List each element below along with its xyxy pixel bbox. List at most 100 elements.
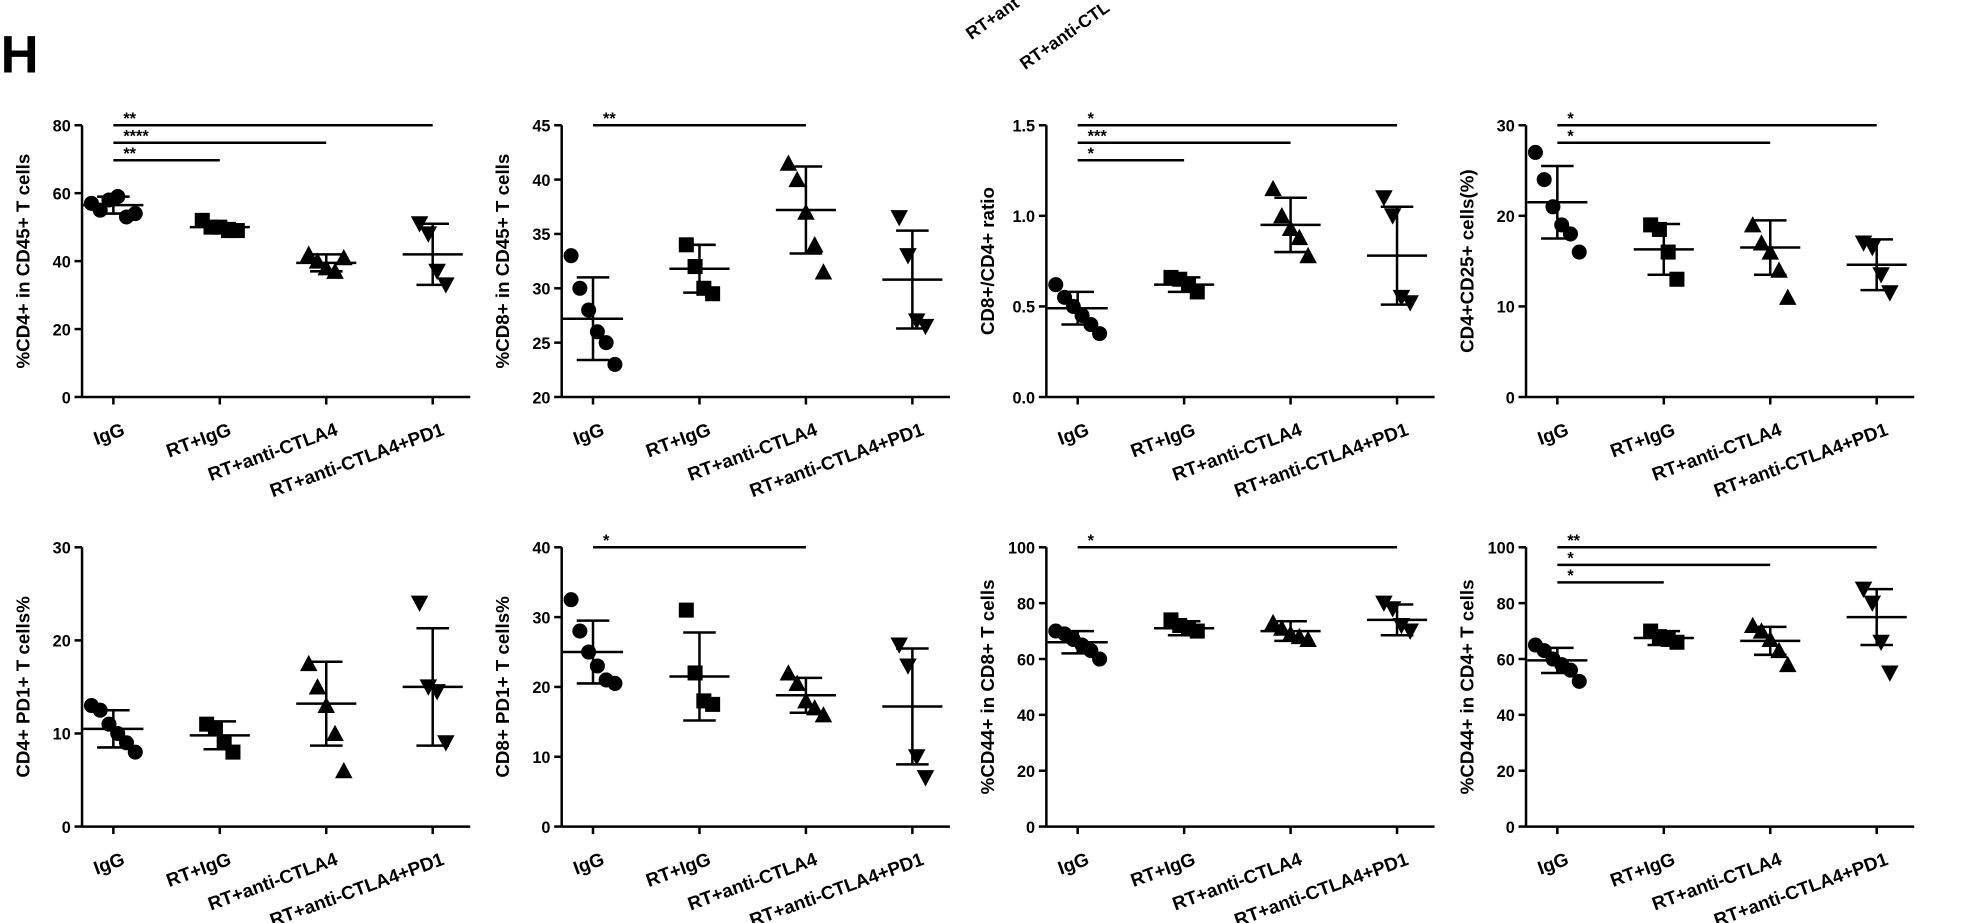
sd-bar — [1541, 646, 1574, 675]
x-tick-label: RT+IgG — [1128, 848, 1198, 891]
y-tick-label: 20 — [532, 679, 550, 697]
y-tick-label: 0 — [62, 389, 71, 407]
point — [127, 744, 143, 760]
x-tick-label: IgG — [1535, 419, 1572, 449]
y-tick-label: 20 — [53, 633, 71, 651]
point — [788, 170, 806, 188]
y-tick-label: 1.5 — [1012, 117, 1035, 135]
point — [127, 206, 143, 222]
sd-bar — [1274, 196, 1307, 254]
point — [1881, 665, 1899, 682]
point — [1273, 207, 1291, 224]
y-tick-label: 0 — [541, 819, 550, 837]
y-tick-label: 45 — [532, 117, 550, 135]
y-tick-label: 60 — [1017, 651, 1035, 669]
y-tick-label: 80 — [1017, 595, 1035, 613]
fragment: RT+ant — [962, 0, 1023, 43]
point — [1779, 655, 1797, 673]
sd-bar — [203, 221, 237, 233]
sd-bar — [683, 631, 716, 722]
x-tick-label: RT+anti-CTLA4+PD1 — [267, 419, 447, 501]
point — [299, 245, 318, 262]
point — [916, 770, 935, 787]
point — [308, 678, 327, 695]
sd-bar — [576, 619, 610, 685]
x-tick-label: RT+anti-CTLA4+PD1 — [1711, 848, 1891, 923]
x-tick-label: RT+IgG — [1128, 419, 1198, 462]
x-tick-label: RT+IgG — [1607, 419, 1677, 462]
significance-label: * — [1088, 145, 1095, 163]
point — [563, 248, 579, 264]
sd-bar — [97, 708, 130, 749]
y-tick-label: 0 — [62, 819, 71, 837]
point — [779, 664, 798, 681]
sd-bar — [203, 720, 237, 751]
point — [410, 595, 429, 612]
point — [1752, 622, 1771, 639]
y-tick-label: 20 — [53, 321, 71, 339]
point — [299, 654, 318, 672]
x-tick-label: IgG — [1535, 848, 1572, 878]
significance-label: * — [1567, 567, 1574, 585]
y-tick-label: 30 — [53, 540, 71, 558]
panel-label: H — [1, 26, 39, 85]
point — [890, 637, 908, 654]
y-tick-label: 40 — [532, 172, 550, 190]
y-tick-label: 30 — [532, 609, 550, 627]
y-axis-label: %CD8+ in CD45+ T cells — [492, 154, 513, 369]
x-tick-label: IgG — [570, 419, 607, 449]
sd-bar — [1167, 276, 1201, 294]
x-tick-label: RT+anti-CTLA4+PD1 — [1231, 419, 1411, 501]
x-tick-label: IgG — [1055, 419, 1092, 449]
y-tick-label: 10 — [53, 726, 71, 744]
y-tick-label: 20 — [1497, 763, 1515, 781]
y-axis-label: CD4+ PD1+ T cells% — [12, 596, 33, 778]
point — [1872, 634, 1890, 652]
y-tick-label: 40 — [1497, 707, 1515, 725]
y-tick-label: 10 — [1497, 299, 1515, 317]
sd-bar — [1860, 238, 1893, 292]
y-tick-label: 80 — [53, 117, 71, 135]
point — [1863, 240, 1882, 257]
sd-bar — [1380, 205, 1414, 306]
point — [419, 226, 438, 243]
y-tick-label: 20 — [1017, 763, 1035, 781]
sd-bar — [1753, 625, 1787, 657]
y-tick-label: 80 — [1497, 595, 1515, 613]
sd-bar — [1860, 587, 1893, 647]
sd-bar — [1647, 222, 1681, 276]
sd-bar — [789, 165, 823, 255]
x-tick-label: RT+anti-CTLA4+PD1 — [747, 419, 927, 501]
y-axis-label: %CD44+ in CD8+ T cells — [977, 579, 998, 794]
y-tick-label: 35 — [532, 226, 550, 244]
sd-bar — [1167, 620, 1201, 637]
point — [1571, 244, 1587, 260]
x-tick-label: IgG — [91, 419, 128, 449]
y-axis-label: CD8+/CD4+ ratio — [977, 187, 998, 335]
sd-bar — [789, 676, 823, 715]
point — [225, 744, 241, 760]
point — [1571, 673, 1587, 689]
point — [437, 735, 455, 752]
sd-bar — [1061, 629, 1094, 655]
y-tick-label: 0.5 — [1012, 299, 1035, 317]
point — [607, 356, 623, 372]
sd-bar — [1753, 219, 1787, 276]
point — [1527, 144, 1543, 160]
point — [805, 699, 824, 716]
y-tick-label: 20 — [532, 389, 550, 407]
x-tick-label: IgG — [1055, 848, 1092, 878]
point — [607, 675, 623, 691]
y-tick-label: 0 — [1506, 389, 1515, 407]
sd-bar — [1380, 603, 1414, 637]
x-tick-label: RT+IgG — [163, 848, 233, 891]
fragment: RT+anti-CTL — [1016, 0, 1113, 73]
point — [678, 602, 694, 618]
x-tick-label: RT+IgG — [163, 419, 233, 462]
point — [1401, 623, 1419, 640]
sd-bar — [683, 243, 716, 294]
point — [1743, 616, 1762, 634]
y-axis-label: %CD44+ in CD4+ T cells — [1456, 579, 1477, 794]
sd-bar — [1061, 290, 1094, 326]
